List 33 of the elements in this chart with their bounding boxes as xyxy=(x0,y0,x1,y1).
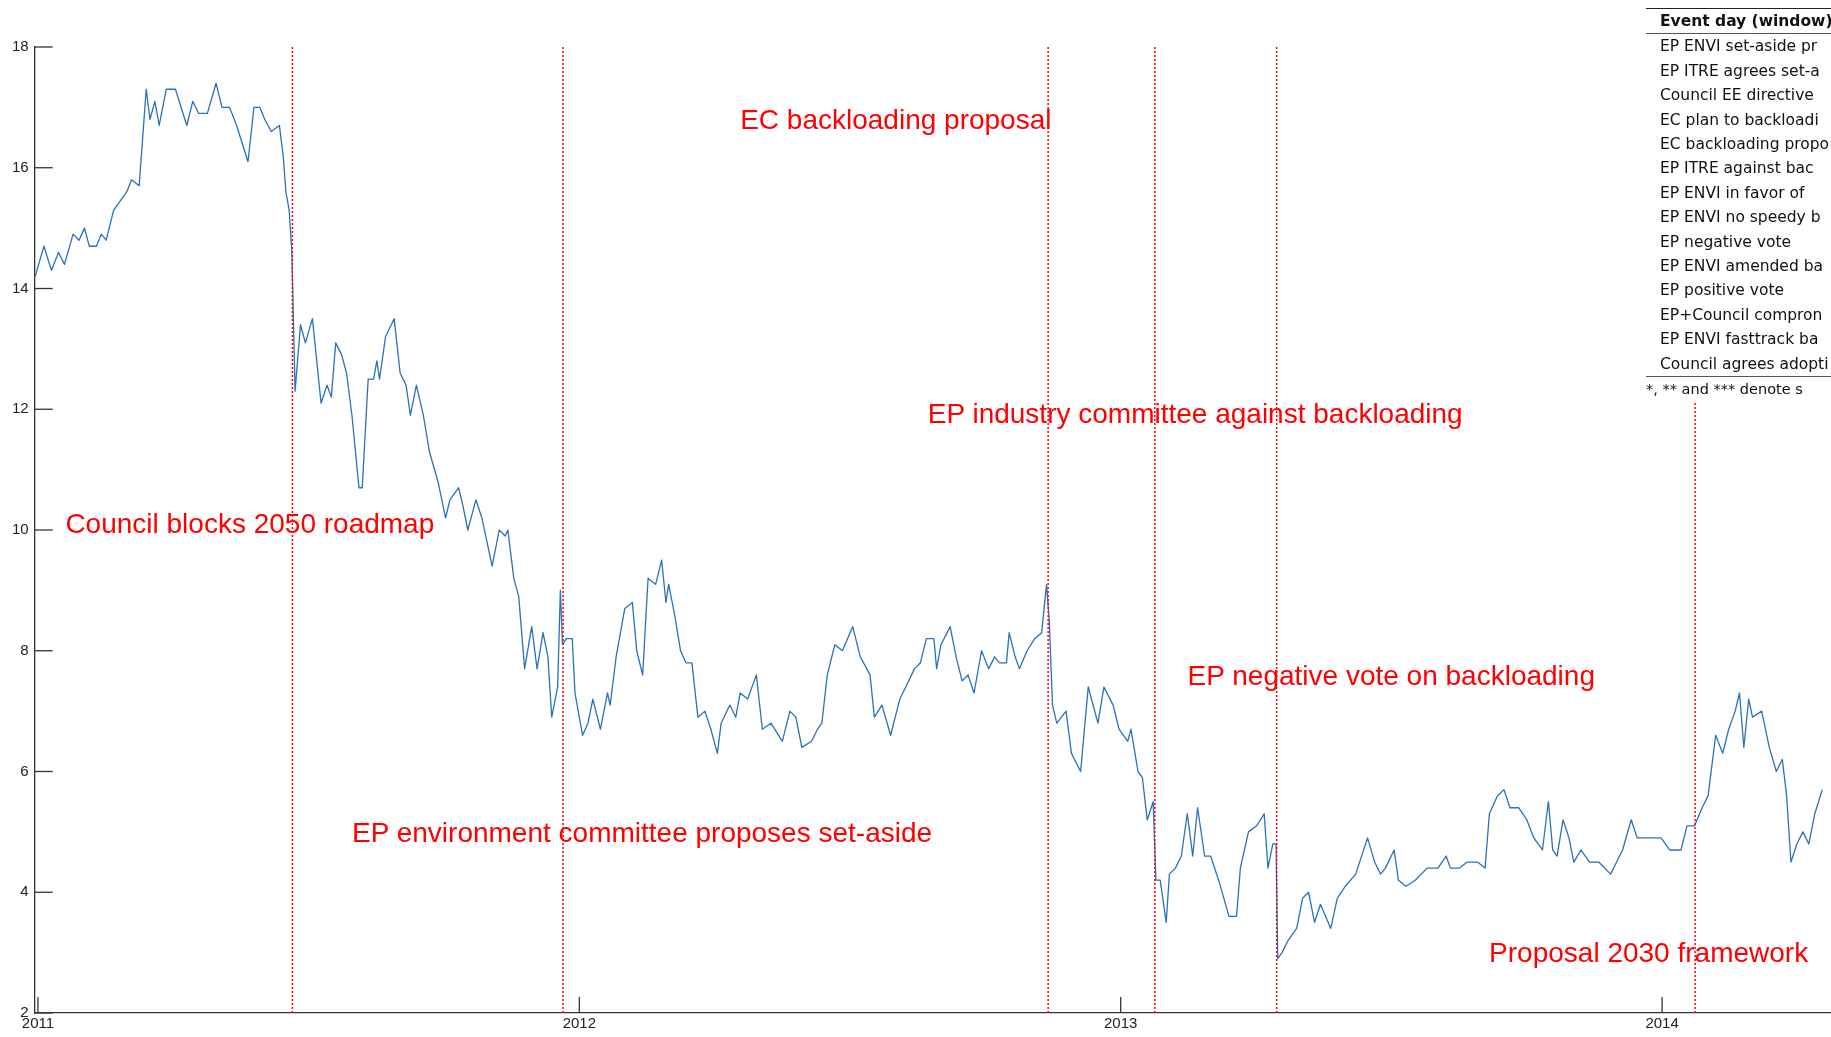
annotation: EC backloading propo xyxy=(1659,134,1831,156)
ref-line-label: EP negative vote on backloading xyxy=(1187,659,1595,691)
y-tick-label: 16 xyxy=(12,157,29,175)
y-tick-label: 6 xyxy=(20,761,29,779)
y-tick-label: 10 xyxy=(12,520,29,538)
annotation: Council EE directive xyxy=(1659,85,1815,107)
ref-line-label: Council blocks 2050 roadmap xyxy=(65,507,435,539)
x-tick-label: 2013 xyxy=(1104,1014,1138,1032)
annotation: *, ** and *** denote s xyxy=(1646,380,1804,400)
annotation: EP positive vote xyxy=(1659,280,1786,302)
y-tick-label: 4 xyxy=(20,882,29,900)
ref-line-label: EP industry committee against backloading xyxy=(927,397,1463,429)
annotation: EP ENVI in favor of xyxy=(1659,182,1806,204)
annotation: EP ITRE against bac xyxy=(1659,158,1815,180)
y-tick-label: 18 xyxy=(12,37,29,55)
ref-line-label: EC backloading proposal xyxy=(740,103,1052,135)
y-tick-label: 14 xyxy=(12,278,29,296)
x-tick-label: 2014 xyxy=(1645,1014,1679,1032)
y-tick-label: 8 xyxy=(20,640,29,658)
annotation: EP negative vote xyxy=(1659,231,1793,253)
annotation: EP ENVI no speedy b xyxy=(1659,207,1822,229)
text: Event day (window) xyxy=(1646,9,1831,35)
annotation: EP ENVI fasttrack ba xyxy=(1659,329,1820,351)
annotation: EP+Council compron xyxy=(1659,304,1824,326)
annotation: Council agrees adopti xyxy=(1646,351,1831,378)
annotation: EC plan to backloadi xyxy=(1659,109,1820,131)
annotation: EP ENVI set-aside pr xyxy=(1659,36,1819,58)
annotation: EP ITRE agrees set-a xyxy=(1659,60,1821,82)
ref-line-label: Proposal 2030 framework xyxy=(1489,936,1810,968)
x-tick-label: 2012 xyxy=(562,1014,597,1032)
y-tick-label: 12 xyxy=(12,399,29,417)
annotation: EP ENVI amended ba xyxy=(1659,256,1824,278)
ref-line-label: EP environment committee proposes set-aside xyxy=(352,816,933,848)
